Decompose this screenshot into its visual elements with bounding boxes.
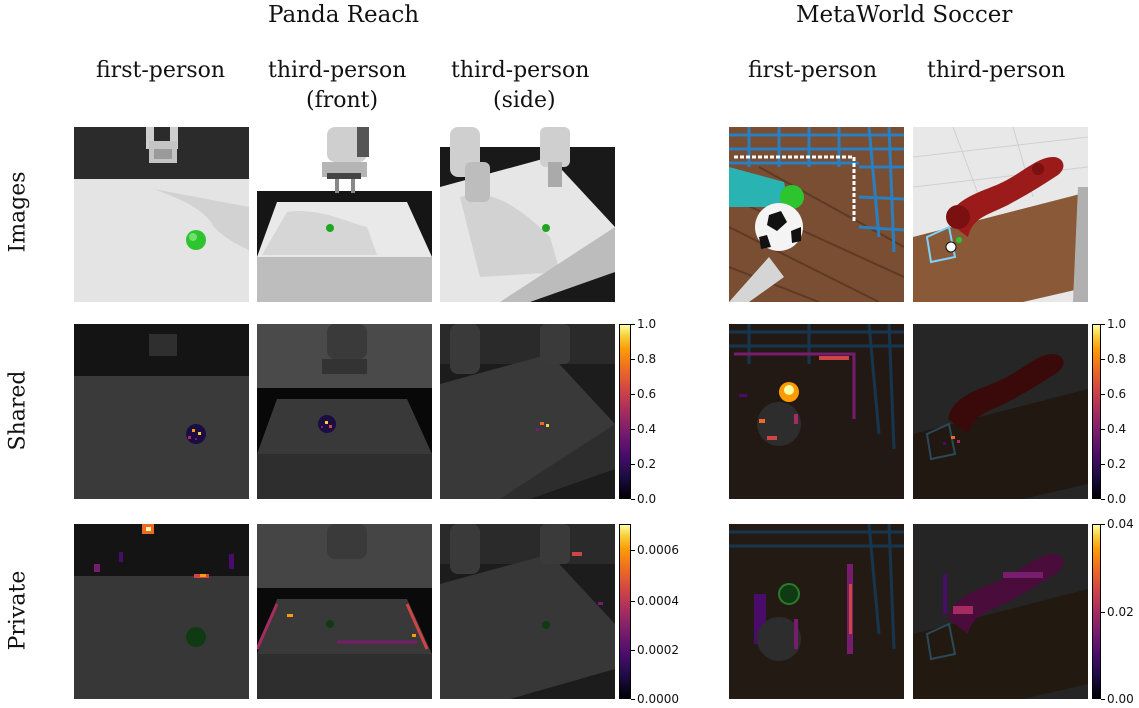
tick-shared-panda-3: 0.6 [630,387,657,401]
colorbar-shared-soccer [1092,324,1101,499]
private-panda-first-person [74,524,249,699]
image-panda-third-person-side [440,127,615,302]
col-title-third-person-front: third-person [268,58,407,83]
tick-shared-soccer-5: 0.2 [1100,457,1127,471]
tick-shared-soccer-2: 0.8 [1100,352,1127,366]
tick-private-soccer-2: 0.02 [1101,605,1134,619]
tick-shared-soccer-6: 0.0 [1100,492,1127,506]
colorbar-private-panda [619,524,631,699]
tick-shared-panda-4: 0.4 [630,422,657,436]
tick-shared-soccer-1: 1.0 [1100,317,1127,331]
col-title-third-person-side: third-person [451,58,590,83]
tick-shared-soccer-3: 0.6 [1100,387,1127,401]
tick-private-panda-2: 0.0004 [631,594,679,608]
image-panda-first-person [74,127,249,302]
colorbar-private-soccer [1092,524,1101,699]
private-soccer-first-person [729,524,904,699]
col-title-soccer-first-person: first-person [748,58,878,83]
shared-soccer-third-person [913,324,1088,499]
tick-private-soccer-3: 0.00 [1101,692,1134,706]
col-title-first-person: first-person [96,58,226,83]
tick-shared-panda-2: 0.8 [630,352,657,366]
tick-private-panda-4: 0.0000 [631,692,679,706]
image-soccer-first-person [729,127,904,302]
tick-shared-panda-6: 0.0 [630,492,657,506]
panda-reach-title: Panda Reach [268,2,420,28]
col-title-front-suffix: (front) [306,88,379,113]
private-panda-third-person-front [257,524,432,699]
shared-panda-third-person-front [257,324,432,499]
tick-shared-panda-5: 0.2 [630,457,657,471]
tick-shared-soccer-4: 0.4 [1100,422,1127,436]
row-label-private: Private [5,570,31,651]
image-panda-third-person-front [257,127,432,302]
private-panda-third-person-side [440,524,615,699]
metaworld-soccer-title: MetaWorld Soccer [796,2,1013,28]
image-soccer-third-person [913,127,1088,302]
tick-private-panda-1: 0.0006 [631,543,679,557]
row-label-shared: Shared [5,370,31,451]
shared-panda-first-person [74,324,249,499]
col-title-soccer-third-person: third-person [927,58,1066,83]
private-soccer-third-person [913,524,1088,699]
tick-private-soccer-1: 0.04 [1101,517,1134,531]
row-label-images: Images [5,171,31,253]
shared-soccer-first-person [729,324,904,499]
col-title-side-suffix: (side) [493,88,556,113]
tick-shared-panda-1: 1.0 [630,317,657,331]
tick-private-panda-3: 0.0002 [631,643,679,657]
colorbar-shared-panda [619,324,631,499]
shared-panda-third-person-side [440,324,615,499]
